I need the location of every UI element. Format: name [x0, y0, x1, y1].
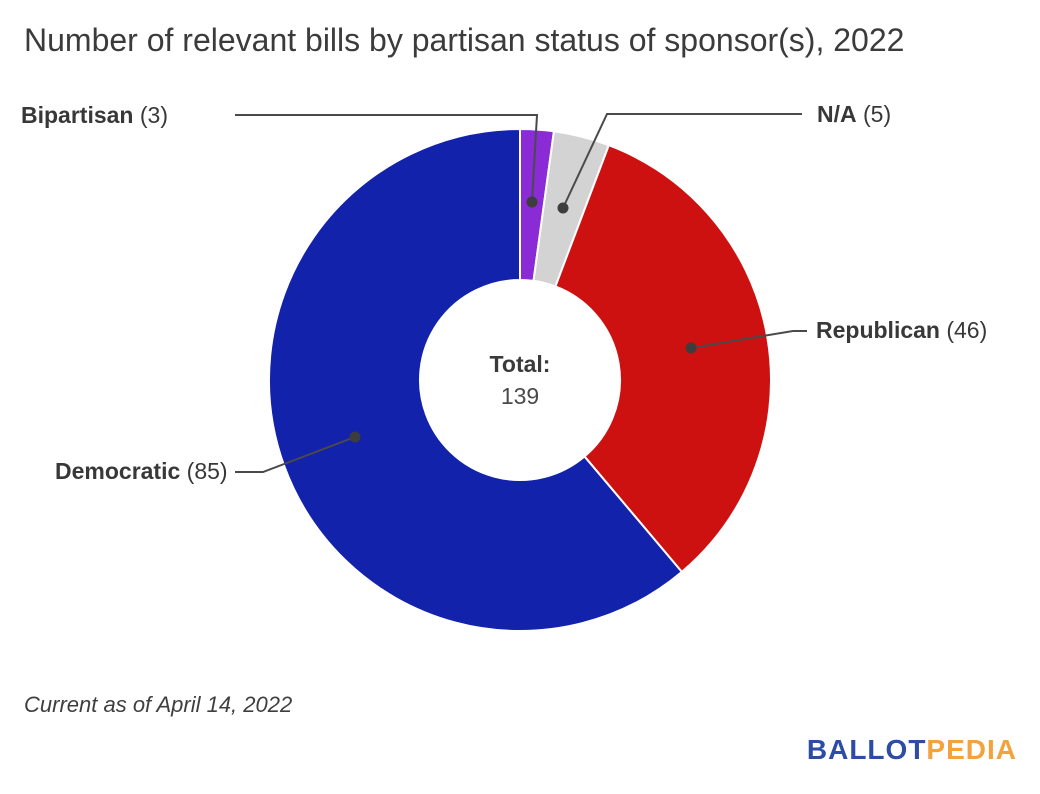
footnote: Current as of April 14, 2022 — [24, 692, 293, 717]
slice-label-bipartisan: Bipartisan (3) — [21, 102, 168, 129]
slice-republican — [554, 143, 772, 574]
ballotpedia-logo: BALLOTPEDIA — [807, 734, 1017, 766]
total-value: 139 — [500, 383, 540, 409]
leader-line-democratic — [235, 436, 356, 473]
slice-democratic — [268, 127, 684, 632]
slice-label-name: N/A — [817, 100, 857, 127]
logo-part-pedia: PEDIA — [926, 734, 1017, 765]
slice-label-republican: Republican (46) — [816, 317, 987, 344]
slice-label-name: Bipartisan — [21, 101, 134, 128]
slice-label-n-a: N/A (5) — [817, 101, 891, 128]
slice-label-count: (85) — [180, 457, 228, 484]
total-label: Total: — [489, 350, 551, 377]
leader-dot-democratic — [349, 431, 361, 443]
leader-dot-republican — [685, 342, 697, 354]
slice-label-count: (3) — [133, 101, 168, 128]
leader-line-republican — [690, 330, 807, 349]
leader-line-bipartisan — [235, 114, 539, 203]
leader-dot-bipartisan — [526, 196, 538, 208]
slice-label-count: (46) — [939, 316, 988, 343]
slice-label-name: Democratic — [55, 457, 181, 484]
slice-label-democratic: Democratic (85) — [55, 458, 228, 485]
logo-part-ballot: BALLOT — [806, 734, 927, 765]
slice-label-name: Republican — [816, 316, 940, 343]
leader-line-n-a — [562, 113, 802, 209]
leader-dot-n-a — [557, 202, 569, 214]
slice-label-count: (5) — [856, 100, 892, 127]
donut-center-total: Total: 139 — [490, 348, 551, 412]
chart-title: Number of relevant bills by partisan sta… — [24, 22, 905, 58]
